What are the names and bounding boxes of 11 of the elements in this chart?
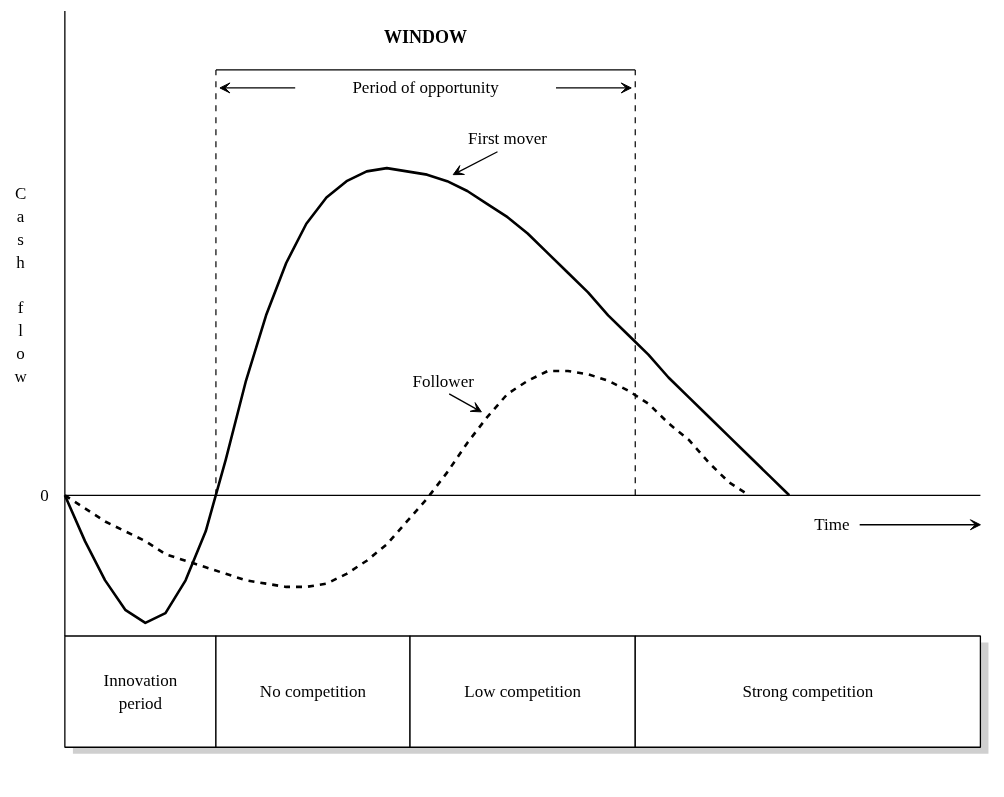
text: Period of opportunity [352,78,500,98]
series-label: Follower [412,371,475,391]
text: Cash flow [14,184,27,386]
text: Innovation period [103,670,178,713]
text: Low competition [464,682,582,702]
text: Strong competition [742,682,874,702]
text: First mover [468,129,548,149]
text: 0 [40,485,49,505]
chart-title: WINDOW [384,27,468,48]
text: No competition [259,682,367,702]
x-axis-title: Time [814,515,850,535]
